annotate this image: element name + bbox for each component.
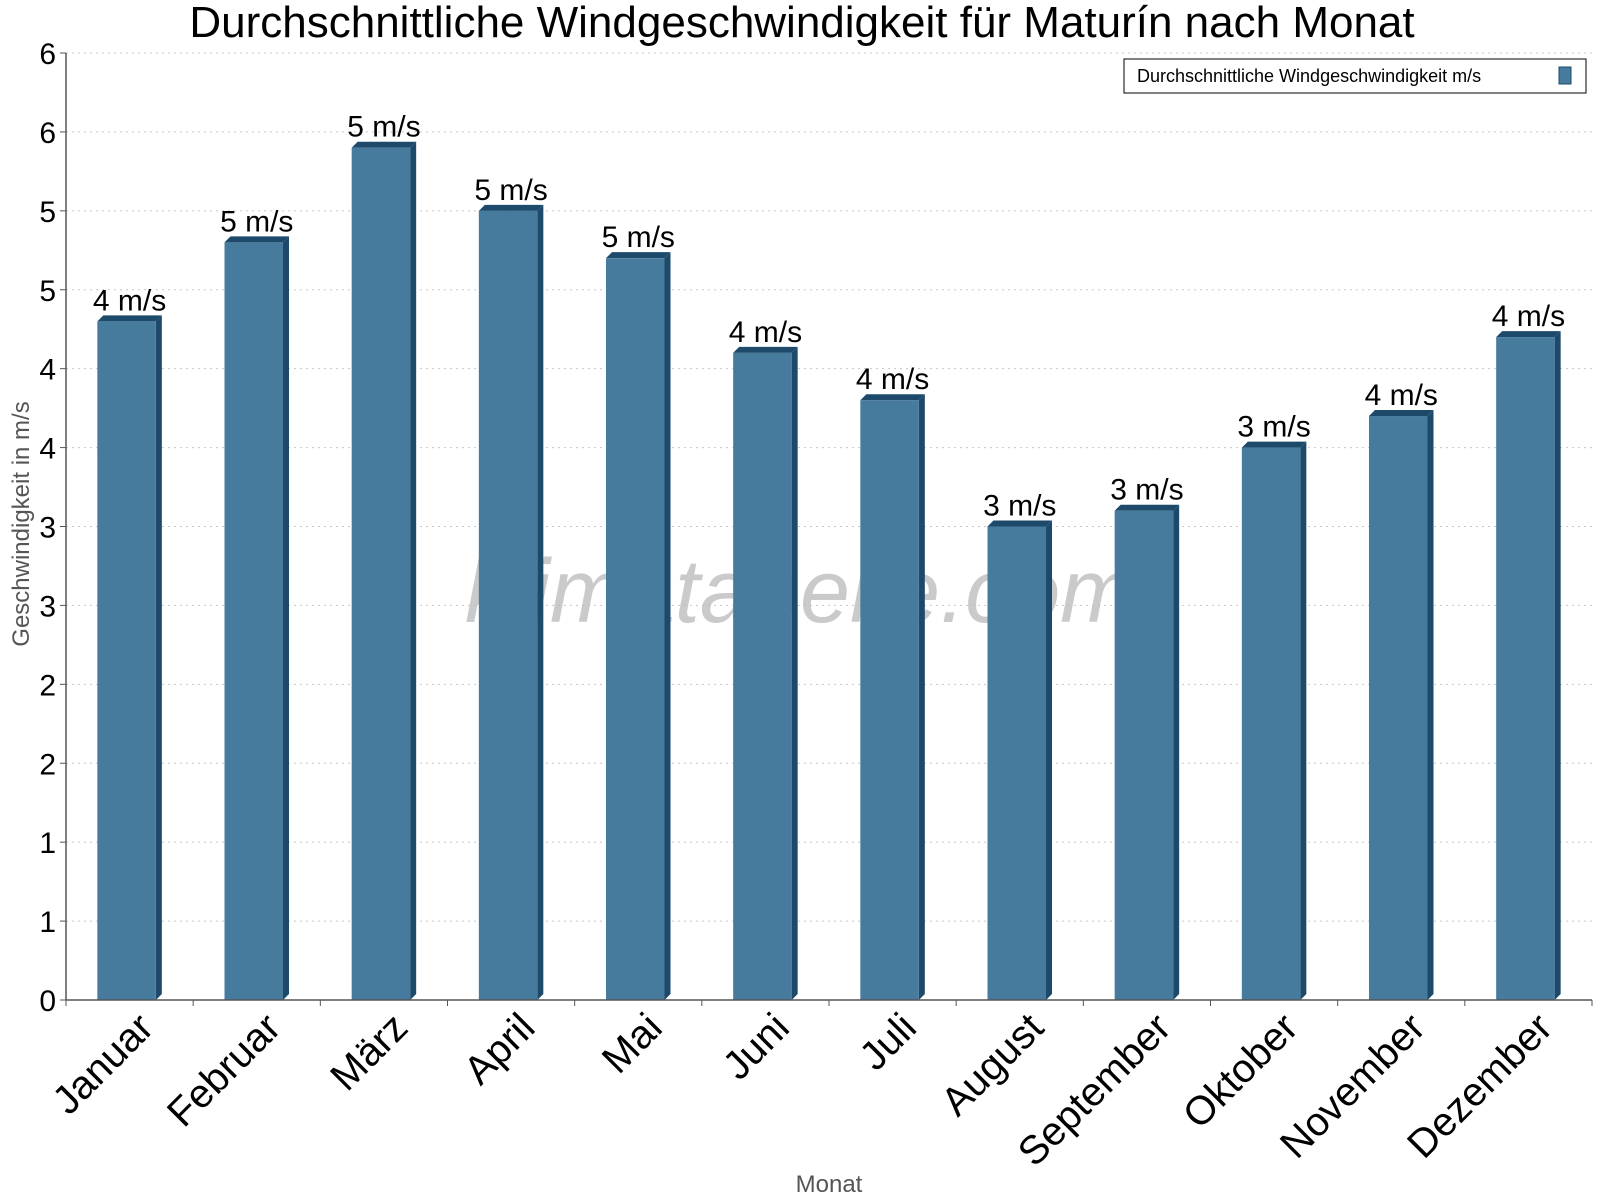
y-tick-label: 0 — [39, 985, 56, 1018]
y-tick-label: 5 — [39, 275, 56, 308]
bar-top — [606, 252, 671, 259]
x-tick-label: Oktober — [1175, 1005, 1307, 1137]
bar — [351, 147, 411, 1000]
x-tick-label: Februar — [159, 1005, 289, 1135]
y-tick-label: 4 — [39, 354, 56, 387]
data-label: 4 m/s — [93, 284, 166, 317]
x-tick-label: Mai — [594, 1005, 671, 1082]
legend-box — [1123, 58, 1587, 94]
bar-side — [1427, 410, 1434, 1000]
data-label: 3 m/s — [983, 490, 1056, 523]
bar — [97, 321, 156, 1001]
data-label: 4 m/s — [856, 363, 929, 396]
grid-lines — [66, 52, 1592, 922]
chart-title: Durchschnittliche Windgeschwindigkeit fü… — [189, 0, 1414, 47]
bar-top — [1241, 441, 1307, 448]
data-label: 4 m/s — [1492, 300, 1565, 333]
bar — [478, 210, 538, 1001]
bar-side — [1554, 331, 1561, 1001]
x-tick-label: Januar — [44, 1005, 162, 1123]
bar-top — [351, 141, 417, 148]
x-axis-title: Monat — [796, 1171, 863, 1198]
bar-top — [1369, 410, 1434, 417]
bar — [606, 258, 665, 1000]
y-tick-label: 6 — [39, 117, 56, 150]
data-label: 5 m/s — [220, 205, 293, 238]
bar-side — [918, 394, 925, 1000]
bar — [860, 400, 919, 1000]
y-tick-label: 2 — [39, 748, 56, 781]
x-tick-label: Juli — [851, 1005, 925, 1079]
bar-top — [860, 394, 925, 401]
bar-top — [987, 520, 1052, 527]
y-tick-label: 3 — [39, 590, 56, 623]
bar-side — [537, 204, 544, 1001]
bar-top — [97, 315, 162, 322]
data-label: 5 m/s — [347, 111, 420, 144]
legend-swatch — [1558, 66, 1572, 85]
data-label: 4 m/s — [729, 316, 802, 349]
data-label: 5 m/s — [474, 174, 547, 207]
bar-side — [1045, 520, 1052, 1000]
x-tick-label: August — [933, 1005, 1052, 1124]
x-tick-label: Juni — [715, 1005, 798, 1088]
axes — [60, 52, 1593, 1006]
bar-side — [410, 141, 417, 1000]
bar — [1241, 447, 1301, 1000]
bar — [1369, 416, 1428, 1000]
bar-side — [1173, 504, 1180, 1000]
bar-side — [282, 236, 289, 1000]
y-tick-label: 2 — [39, 669, 56, 702]
bar-side — [155, 315, 162, 1001]
bar-top — [1496, 331, 1561, 338]
x-tick-label: April — [456, 1005, 544, 1093]
data-label: 5 m/s — [602, 221, 675, 254]
y-axis-title: Geschwindigkeit in m/s — [8, 401, 35, 646]
legend-label: Durchschnittliche Windgeschwindigkeit m/… — [1137, 66, 1481, 86]
y-tick-label: 5 — [39, 196, 56, 229]
bar-side — [664, 252, 671, 1000]
bar-side — [1300, 441, 1307, 1000]
y-tick-labels: 0 1 1 2 2 3 3 4 4 5 5 6 6 — [39, 38, 56, 1018]
y-tick-label: 4 — [39, 433, 56, 466]
bar-top — [1114, 504, 1180, 511]
data-label: 3 m/s — [1110, 474, 1183, 507]
data-label: 3 m/s — [1237, 411, 1310, 444]
bar-side — [791, 346, 798, 1001]
legend: Durchschnittliche Windgeschwindigkeit m/… — [1123, 58, 1587, 94]
y-tick-label: 3 — [39, 512, 56, 545]
data-label: 4 m/s — [1365, 379, 1438, 412]
bar — [733, 352, 792, 1001]
bar — [1114, 510, 1174, 1000]
data-labels: 4 m/s 5 m/s 5 m/s 5 m/s 5 m/s 4 m/s 4 m/s 3 m/s… — [93, 111, 1565, 523]
y-tick-label: 1 — [39, 906, 56, 939]
x-tick-label: März — [322, 1005, 416, 1099]
bar-top — [478, 204, 544, 211]
bar-top — [224, 236, 289, 243]
bar — [224, 242, 283, 1000]
y-tick-label: 1 — [39, 827, 56, 860]
y-tick-label: 6 — [39, 38, 56, 71]
bar — [1496, 337, 1555, 1001]
bar — [987, 526, 1046, 1000]
bars — [97, 141, 1561, 1001]
bar-top — [733, 346, 798, 353]
